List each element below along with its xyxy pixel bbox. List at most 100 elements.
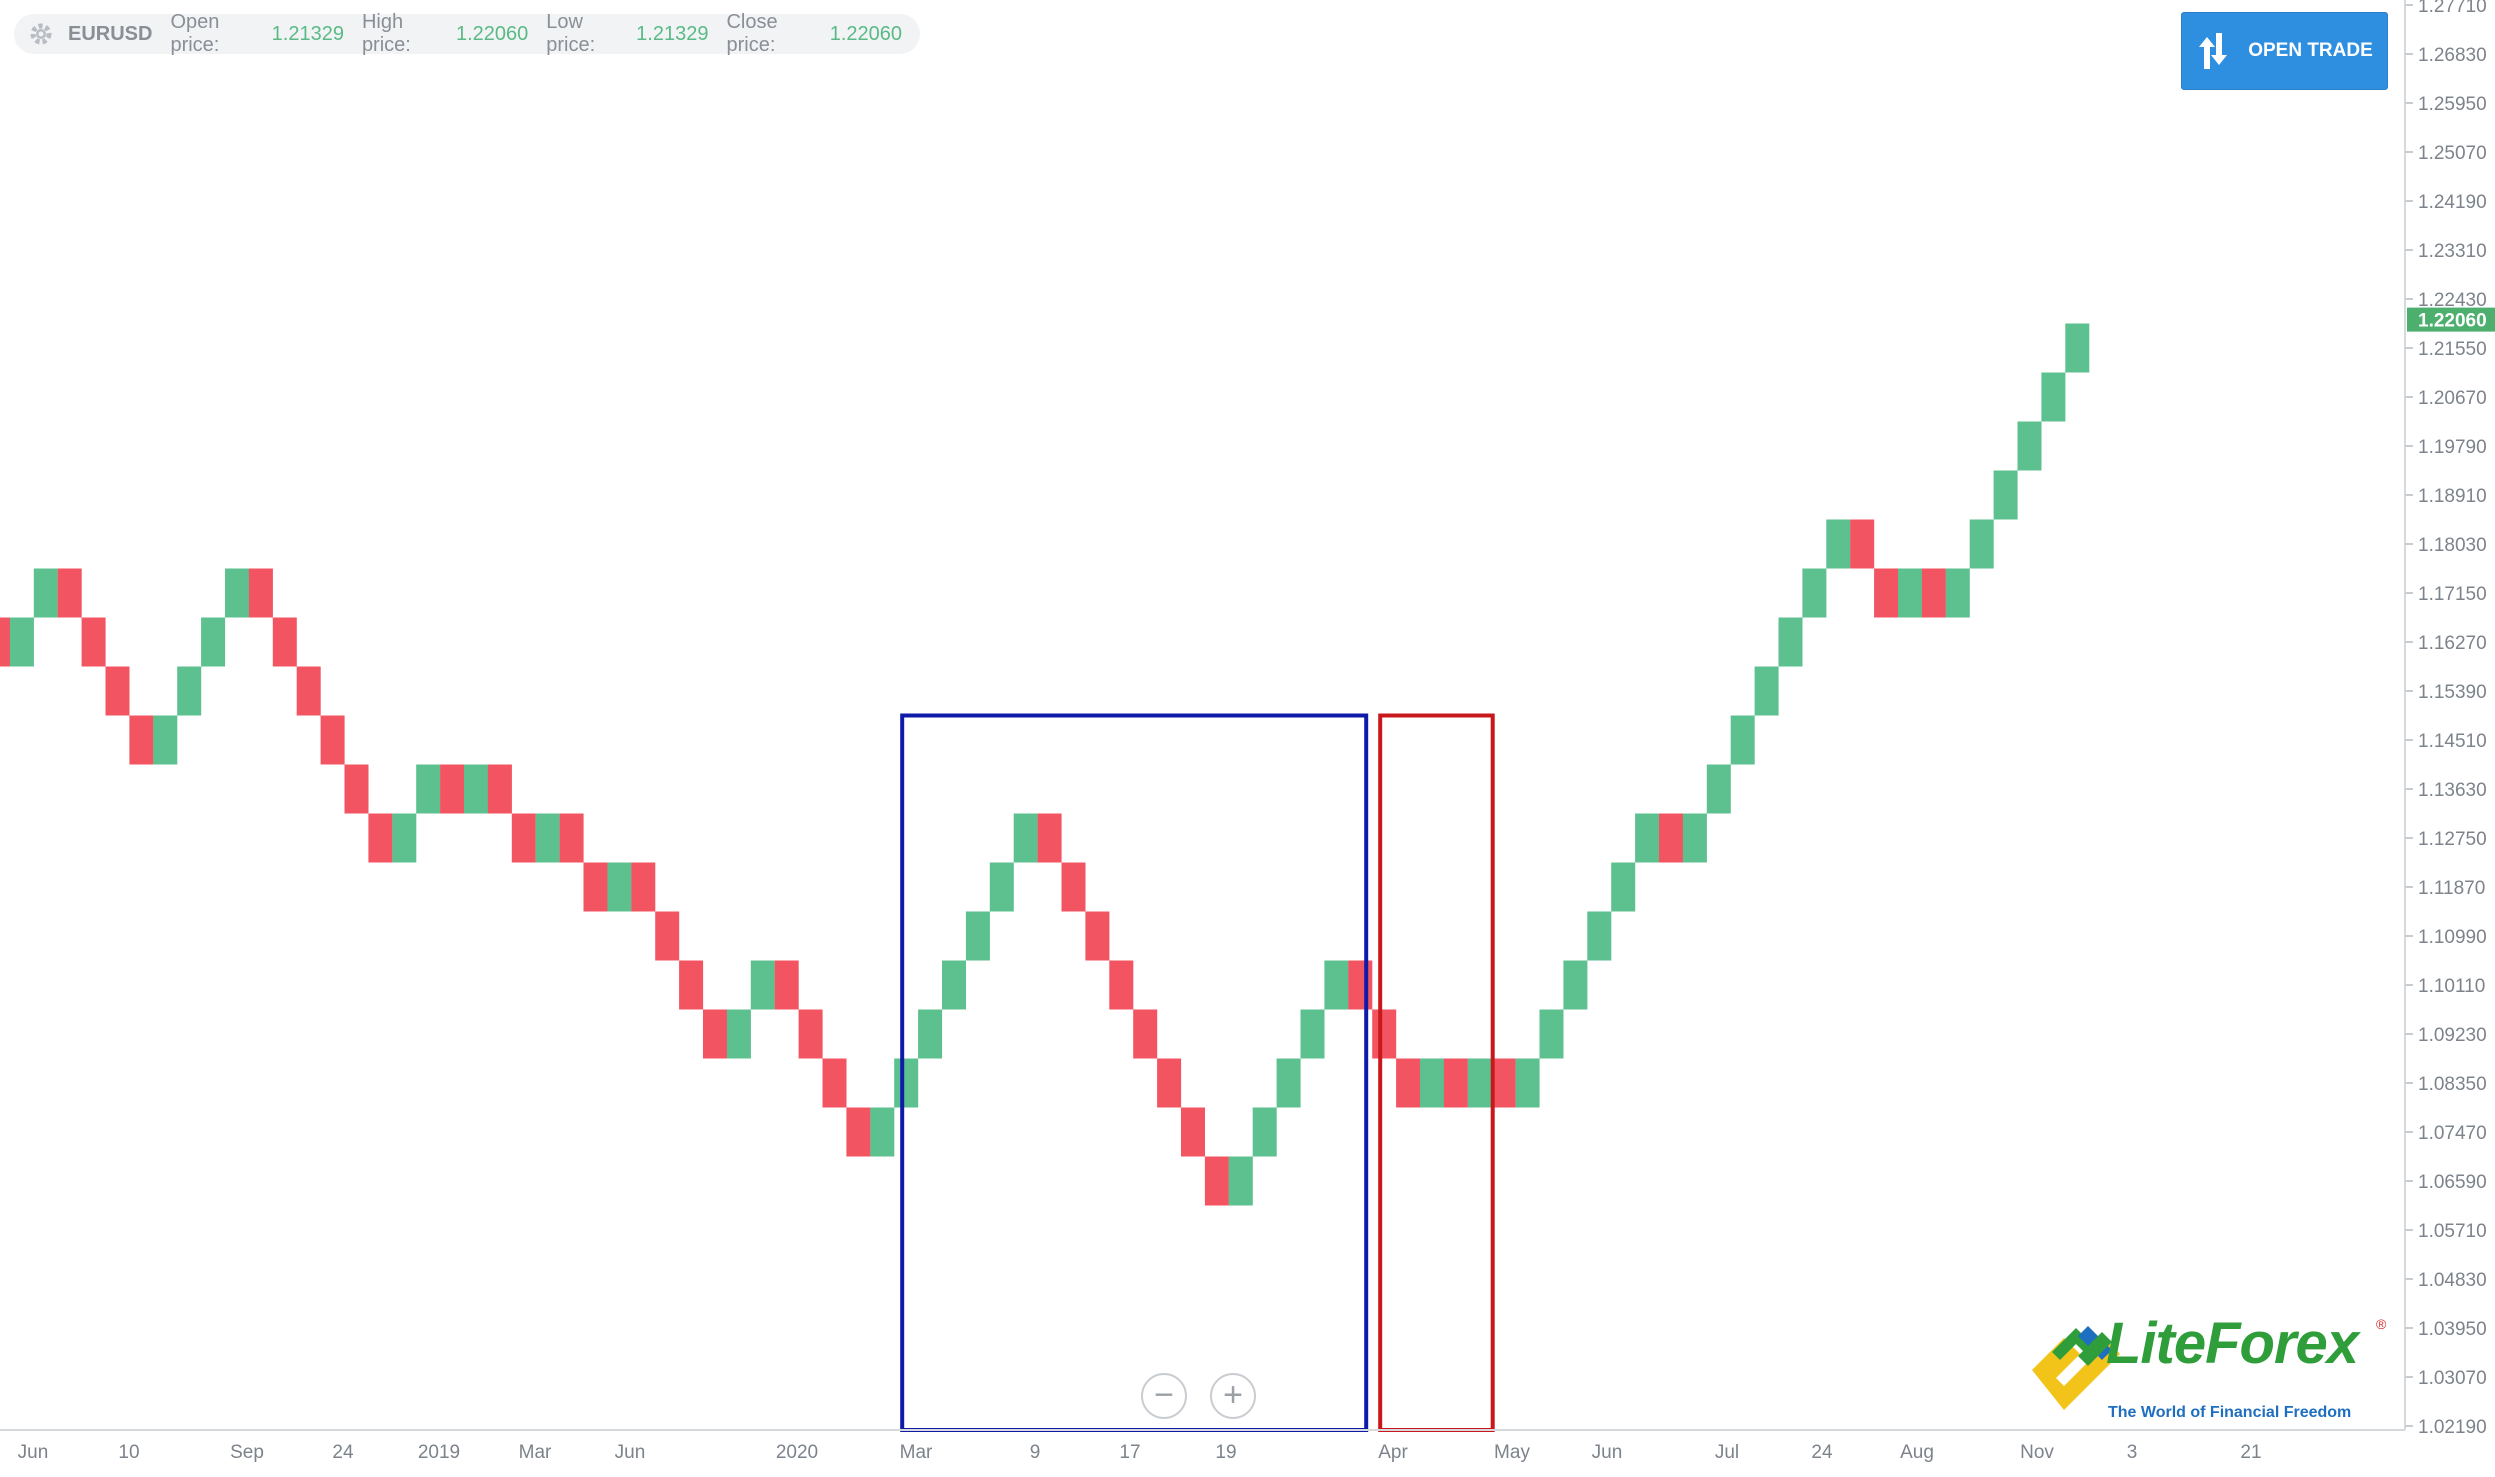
renko-brick-up (1945, 568, 1970, 618)
gear-icon[interactable] (28, 21, 54, 47)
renko-brick-down (822, 1058, 847, 1108)
zoom-out-button[interactable]: − (1141, 1373, 1187, 1419)
renko-brick-up (942, 960, 966, 1010)
y-tick-label: 1.10990 (2418, 927, 2487, 948)
renko-brick-up (464, 764, 488, 814)
renko-brick-up (894, 1058, 919, 1108)
x-tick-label: 10 (118, 1442, 139, 1463)
renko-brick-up (1467, 1058, 1492, 1108)
renko-brick-up (201, 617, 226, 667)
y-tick-label: 1.08350 (2418, 1074, 2487, 1095)
x-tick-label: Jun (1592, 1442, 1623, 1463)
x-tick-label: Jun (18, 1442, 49, 1463)
renko-brick-up (1539, 1009, 1564, 1059)
renko-brick-up (33, 568, 58, 618)
renko-brick-up (177, 666, 202, 716)
renko-brick-down (703, 1009, 727, 1059)
renko-brick-down (798, 1009, 823, 1059)
renko-brick-up (1682, 813, 1707, 863)
renko-brick-down (559, 813, 584, 863)
x-tick-label: 3 (2127, 1442, 2138, 1463)
renko-brick-down (0, 617, 10, 667)
renko-brick-up (1635, 813, 1660, 863)
open-trade-label: OPEN TRADE (2248, 40, 2373, 61)
x-tick-label: 2020 (776, 1442, 818, 1463)
renko-brick-up (989, 862, 1014, 912)
y-tick-label: 1.12750 (2418, 829, 2487, 850)
y-tick-label: 1.02190 (2418, 1417, 2487, 1438)
zoom-in-button[interactable]: + (1210, 1373, 1256, 1419)
y-tick-label: 1.27710 (2418, 0, 2487, 17)
renko-brick-down (248, 568, 273, 618)
x-tick-label: Jun (615, 1442, 646, 1463)
y-tick-label: 1.05710 (2418, 1221, 2487, 1242)
renko-brick-up (870, 1107, 895, 1157)
renko-brick-up (1730, 715, 1755, 765)
renko-brick-up (225, 568, 249, 618)
renko-brick-up (392, 813, 417, 863)
renko-brick-up (1276, 1058, 1301, 1108)
renko-brick-down (655, 911, 680, 961)
liteforex-logo: LiteForex ® The World of Financial Freed… (2022, 1308, 2392, 1426)
renko-brick-up (726, 1009, 751, 1059)
y-tick-label: 1.26830 (2418, 45, 2487, 66)
renko-brick-down (344, 764, 369, 814)
logo-registered-mark: ® (2376, 1316, 2387, 1332)
renko-brick-up (1898, 568, 1922, 618)
x-tick-label: Sep (230, 1442, 264, 1463)
y-tick-label: 1.19790 (2418, 437, 2487, 458)
renko-brick-down (272, 617, 297, 667)
renko-brick-down (1372, 1009, 1397, 1059)
x-tick-label: Apr (1378, 1442, 1408, 1463)
y-axis-ticks: 1.27710 1.26830 1.25950 1.25070 1.24190 1.233… (2405, 0, 2487, 1438)
open-price-label: Open price: (170, 11, 220, 56)
renko-brick-down (487, 764, 512, 814)
renko-brick-up (1993, 470, 2018, 520)
renko-brick-up (1013, 813, 1038, 863)
renko-brick-up (9, 617, 34, 667)
renko-brick-down (129, 715, 154, 765)
y-tick-label: 1.03070 (2418, 1368, 2487, 1389)
x-tick-label: 9 (1030, 1442, 1041, 1463)
renko-brick-up (1587, 911, 1612, 961)
renko-brick-up (965, 911, 990, 961)
renko-brick-up (1611, 862, 1636, 912)
renko-brick-up (1563, 960, 1588, 1010)
x-tick-label: 19 (1215, 1442, 1236, 1463)
y-tick-label: 1.04830 (2418, 1270, 2487, 1291)
renko-brick-up (153, 715, 178, 765)
renko-brick-down (81, 617, 106, 667)
y-tick-label: 1.14510 (2418, 731, 2487, 752)
y-tick-label: 1.11870 (2418, 878, 2485, 899)
renko-brick-down (846, 1107, 871, 1157)
renko-brick-up (1324, 960, 1349, 1010)
renko-brick-down (1109, 960, 1134, 1010)
current-price-tag: 1.22060 (2407, 307, 2495, 332)
x-tick-label: May (1494, 1442, 1530, 1463)
close-price-label: Close price: (726, 11, 778, 56)
renko-brick-down (1061, 862, 1086, 912)
renko-brick-down (105, 666, 130, 716)
renko-brick-down (1204, 1156, 1229, 1206)
y-tick-label: 1.20670 (2418, 388, 2487, 409)
logo-brand-text: LiteForex (2106, 1311, 2359, 1376)
x-tick-label: 24 (1811, 1442, 1833, 1463)
y-tick-label: 1.09230 (2418, 1025, 2487, 1046)
y-tick-label: 1.18910 (2418, 486, 2487, 507)
renko-brick-up (1969, 519, 1994, 569)
renko-brick-up (1826, 519, 1851, 569)
open-price-value: 1.21329 (271, 22, 344, 45)
x-tick-label: 21 (2240, 1442, 2261, 1463)
y-tick-label: 1.23310 (2418, 241, 2487, 262)
open-trade-button[interactable]: OPEN TRADE (2181, 12, 2388, 90)
close-price-value: 1.22060 (829, 22, 902, 45)
renko-brick-up (607, 862, 632, 912)
renko-brick-up (918, 1009, 943, 1059)
low-price-label: Low price: (546, 11, 596, 56)
renko-brick-down (679, 960, 704, 1010)
renko-brick-up (1515, 1058, 1540, 1108)
x-tick-label: Nov (2020, 1442, 2054, 1463)
renko-brick-up (535, 813, 560, 863)
x-tick-label: 2019 (418, 1442, 460, 1463)
